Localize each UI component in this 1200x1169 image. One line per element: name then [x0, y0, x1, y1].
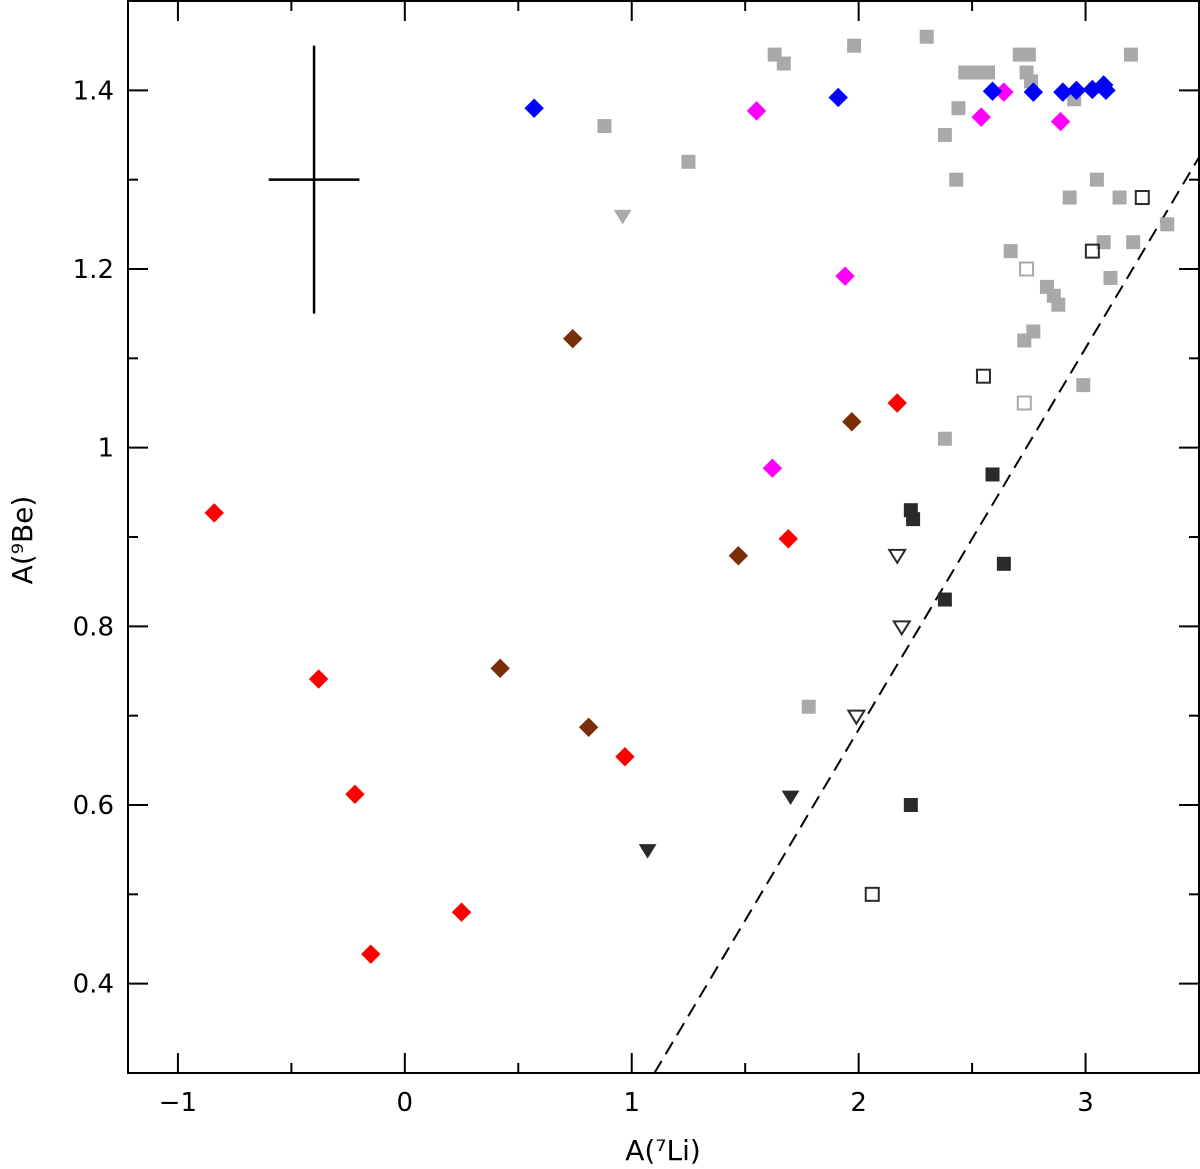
- point-gray-square: [1003, 244, 1018, 259]
- point-red-diamond: [204, 503, 224, 523]
- point-black-square: [996, 556, 1011, 571]
- point-red-diamond: [451, 902, 472, 922]
- reference-line: [653, 156, 1200, 1074]
- point-gray-square: [1051, 297, 1066, 312]
- point-red-diamond: [361, 944, 381, 964]
- point-brown-diamond: [728, 546, 749, 566]
- point-gray-square: [937, 128, 952, 142]
- point-open-square: [1134, 190, 1150, 206]
- point-gray-square: [1123, 47, 1138, 62]
- point-gray-open-square: [1016, 395, 1032, 411]
- point-blue-diamond: [1066, 80, 1087, 101]
- point-gray-square: [1126, 235, 1141, 250]
- point-black-square: [937, 592, 952, 607]
- point-black-square: [985, 467, 1000, 482]
- point-red-diamond: [345, 784, 365, 804]
- point-gray-square: [801, 699, 816, 714]
- point-blue-diamond: [1096, 80, 1116, 101]
- point-black-square: [906, 512, 921, 527]
- point-gray-triangle: [613, 209, 632, 225]
- plot-frame: [127, 0, 1200, 1074]
- point-open-triangle: [887, 548, 908, 565]
- point-blue-diamond: [524, 98, 544, 118]
- point-open-square: [1084, 243, 1100, 259]
- x-tick-label: 3: [1077, 1088, 1094, 1118]
- point-gray-square: [847, 38, 862, 53]
- point-open-square: [864, 886, 880, 902]
- x-tick-label: 0: [397, 1088, 414, 1118]
- point-magenta-diamond: [1050, 111, 1071, 132]
- x-tick-label: 2: [850, 1088, 867, 1118]
- point-gray-square: [1160, 217, 1175, 232]
- point-blue-diamond: [982, 81, 1003, 101]
- point-magenta-diamond: [971, 107, 991, 127]
- y-tick-label: 0.8: [73, 612, 114, 642]
- point-red-diamond: [308, 669, 329, 689]
- point-gray-square: [1026, 324, 1041, 339]
- point-gray-square: [1021, 47, 1036, 62]
- point-magenta-diamond: [835, 266, 855, 286]
- y-tick-label: 1: [97, 434, 114, 464]
- point-brown-diamond: [490, 658, 510, 679]
- point-open-triangle: [891, 620, 912, 637]
- point-gray-square: [949, 172, 964, 187]
- x-tick-label: −1: [159, 1088, 197, 1118]
- point-magenta-diamond: [762, 458, 783, 478]
- point-red-diamond: [887, 393, 907, 413]
- point-brown-diamond: [842, 412, 862, 432]
- point-gray-square: [980, 65, 995, 80]
- point-open-triangle: [846, 709, 867, 726]
- y-axis-title: A(⁹Be): [6, 496, 39, 585]
- error-bar: [268, 45, 360, 314]
- point-gray-square: [1112, 190, 1127, 205]
- point-blue-diamond: [828, 87, 848, 108]
- point-gray-square: [937, 431, 952, 446]
- point-open-square: [975, 368, 991, 384]
- point-black-triangle: [638, 844, 657, 859]
- point-brown-diamond: [563, 328, 583, 349]
- point-gray-open-square: [1019, 261, 1035, 277]
- point-magenta-diamond: [746, 101, 767, 121]
- point-gray-square: [1062, 190, 1077, 205]
- point-blue-diamond: [1023, 82, 1044, 102]
- point-gray-square: [776, 56, 791, 71]
- dashed-trend-line: [653, 156, 1200, 1074]
- axis-ticks: −1 0 1 2 3 0.4 0.6 0.8 1 1.2 1.4: [73, 0, 1200, 1118]
- y-tick-label: 1.4: [73, 76, 114, 106]
- y-tick-label: 0.4: [73, 970, 114, 1000]
- point-gray-square: [681, 154, 696, 169]
- data-points: [204, 29, 1175, 964]
- point-red-diamond: [615, 747, 635, 767]
- point-gray-square: [951, 101, 966, 116]
- point-black-triangle: [781, 790, 800, 806]
- point-brown-diamond: [578, 717, 599, 737]
- y-tick-label: 1.2: [73, 255, 114, 285]
- point-gray-square: [1089, 172, 1104, 187]
- point-gray-square: [1096, 235, 1111, 250]
- point-gray-square: [919, 29, 934, 44]
- y-tick-label: 0.6: [73, 791, 114, 821]
- point-gray-square: [1103, 270, 1118, 285]
- x-tick-label: 1: [623, 1088, 640, 1118]
- point-gray-square: [1076, 378, 1091, 393]
- x-axis-title: A(⁷Li): [625, 1134, 701, 1167]
- point-red-diamond: [778, 529, 799, 549]
- point-black-square: [903, 798, 918, 812]
- point-gray-square: [597, 119, 612, 134]
